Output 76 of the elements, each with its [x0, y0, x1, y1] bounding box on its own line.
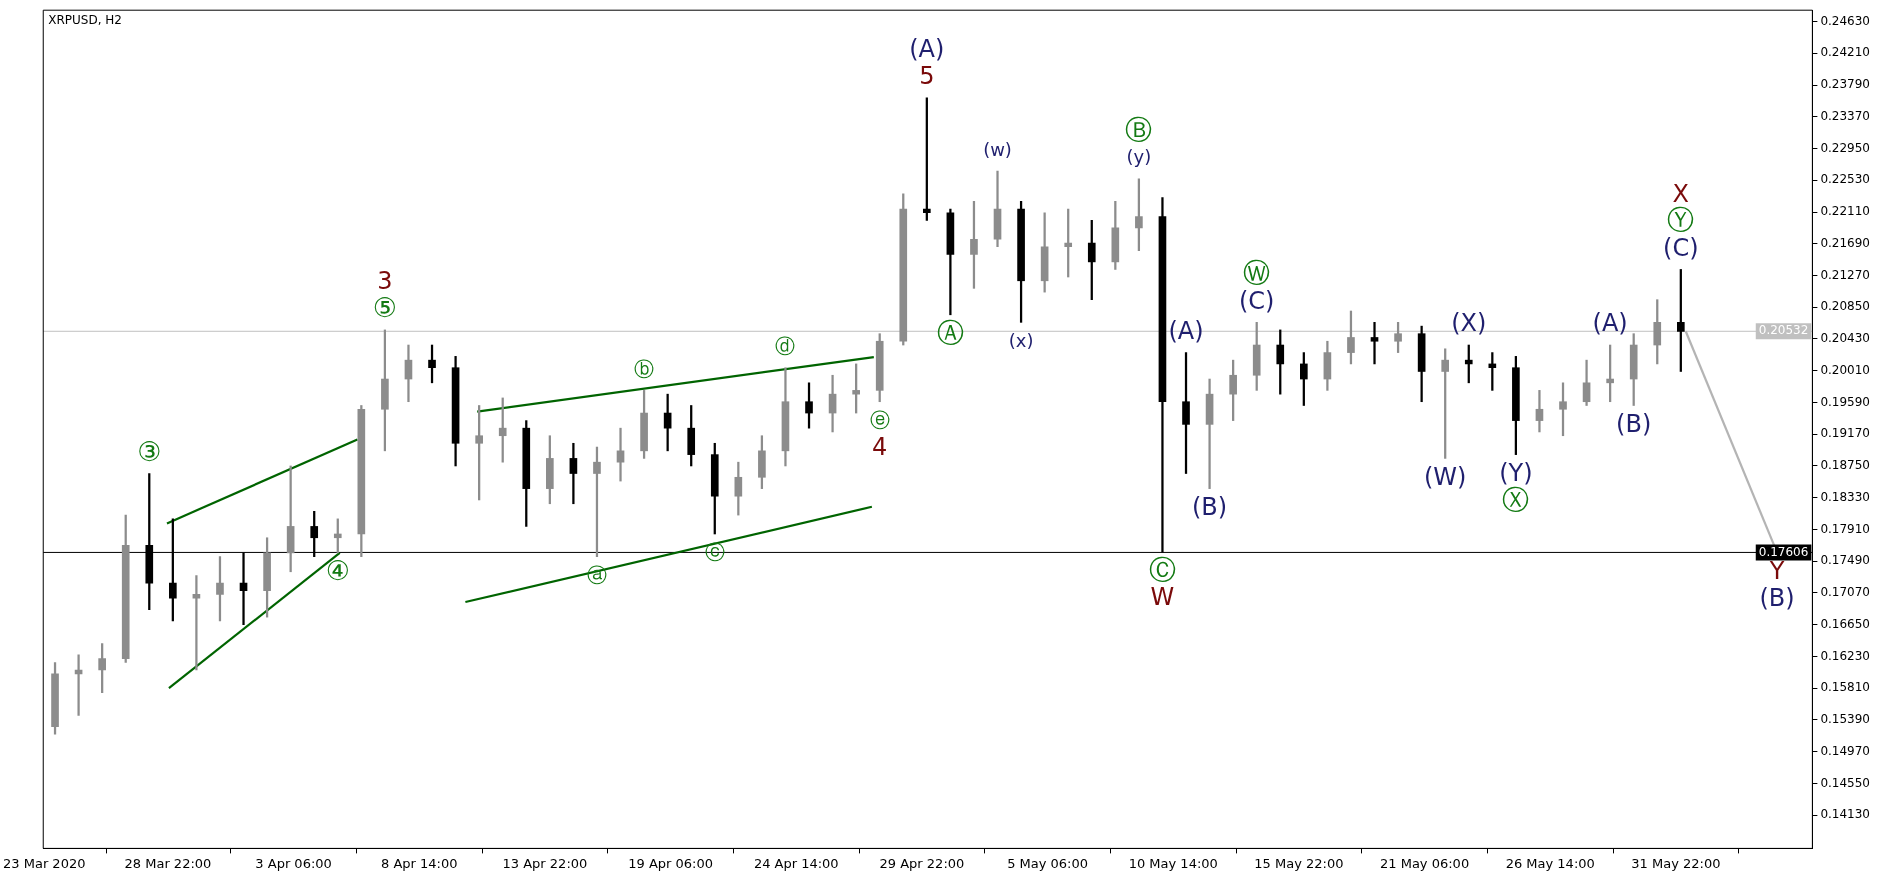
y-tick-label: 0.16650 [1820, 616, 1870, 631]
annotation: 4 [872, 432, 888, 461]
x-tick-label: 23 Mar 2020 [3, 855, 86, 871]
y-tick-label: 0.24630 [1820, 13, 1870, 28]
y-tick-label: 0.20430 [1820, 331, 1870, 346]
x-tick-label: 31 May 22:00 [1631, 855, 1721, 871]
x-tick-label: 21 May 06:00 [1380, 855, 1470, 871]
y-tick-label: 0.15810 [1820, 680, 1870, 695]
annotation: ⓔ [869, 407, 890, 432]
x-tick-label: 3 Apr 06:00 [255, 855, 332, 871]
y-tick-label: 0.23790 [1820, 77, 1870, 92]
annotation: ⓑ [634, 356, 655, 381]
annotation: Ⓒ [1148, 554, 1176, 586]
y-tick-label: 0.14970 [1820, 743, 1870, 758]
x-tick-label: 15 May 22:00 [1254, 855, 1344, 871]
ref-line-label: 0.17606 [1758, 544, 1809, 559]
x-tick-label: 8 Apr 14:00 [381, 855, 458, 871]
x-tick-label: 10 May 14:00 [1128, 855, 1218, 871]
annotation: Ⓑ [1125, 113, 1153, 145]
annotation: (x) [1008, 330, 1034, 352]
candlestick [569, 442, 578, 505]
annotation: ③ [137, 435, 162, 467]
y-tick-label: 0.17070 [1820, 585, 1870, 600]
x-tick-label: 26 May 14:00 [1505, 855, 1595, 871]
annotation: Ⓐ [936, 316, 964, 348]
candlestick [1535, 390, 1544, 433]
candlestick [192, 575, 201, 671]
annotation: (A) [909, 35, 945, 64]
annotation: 5 [919, 62, 935, 91]
y-tick-label: 0.19170 [1820, 426, 1870, 441]
annotation: W [1150, 583, 1175, 612]
annotation: (A) [1592, 309, 1628, 338]
annotation: (A) [1168, 316, 1204, 345]
y-tick-label: 0.18750 [1820, 458, 1870, 473]
candlestick [1370, 322, 1379, 365]
candlestick [616, 427, 625, 482]
candlestick [1205, 378, 1214, 489]
annotation: Ⓦ [1243, 257, 1271, 289]
annotation: (X) [1451, 309, 1487, 338]
annotation: (B) [1616, 409, 1652, 438]
chart-title: XRPUSD, H2 [48, 13, 122, 28]
y-tick-label: 0.14130 [1820, 807, 1870, 822]
y-tick-label: 0.24210 [1820, 45, 1870, 60]
x-tick-label: 29 Apr 22:00 [879, 855, 965, 871]
annotation: (C) [1663, 233, 1699, 262]
x-tick-label: 19 Apr 06:00 [628, 855, 713, 871]
annotation: (W) [1423, 462, 1467, 491]
x-tick-label: 13 Apr 22:00 [502, 855, 588, 871]
y-tick-label: 0.22530 [1820, 172, 1870, 187]
y-tick-label: 0.16230 [1820, 648, 1870, 663]
y-tick-label: 0.22950 [1820, 140, 1870, 155]
annotation: Y [1768, 556, 1785, 585]
x-tick-label: 24 Apr 14:00 [753, 855, 839, 871]
annotation: (y) [1126, 146, 1152, 168]
y-tick-label: 0.17910 [1820, 521, 1870, 536]
y-tick-label: 0.17490 [1820, 553, 1870, 568]
x-tick-label: 28 Mar 22:00 [124, 855, 212, 871]
y-tick-label: 0.19590 [1820, 394, 1870, 409]
annotation: Ⓨ [1667, 204, 1695, 236]
y-tick-label: 0.22110 [1820, 204, 1870, 219]
annotation: (B) [1191, 492, 1228, 521]
y-tick-label: 0.15390 [1820, 712, 1870, 727]
y-tick-label: 0.14550 [1820, 775, 1870, 790]
y-tick-label: 0.21690 [1820, 235, 1870, 250]
x-tick-label: 5 May 06:00 [1007, 855, 1089, 871]
y-tick-label: 0.20850 [1820, 299, 1870, 314]
annotation: ⓓ [775, 333, 796, 358]
annotation: (w) [983, 138, 1012, 160]
y-tick-label: 0.21270 [1820, 267, 1870, 282]
ref-line-label: 0.20532 [1758, 323, 1809, 338]
y-tick-label: 0.20010 [1820, 362, 1870, 377]
y-tick-label: 0.18330 [1820, 489, 1870, 504]
annotation: (C) [1238, 286, 1275, 315]
annotation: (B) [1759, 583, 1795, 612]
y-tick-label: 0.23370 [1820, 108, 1870, 123]
annotation: ④ [325, 554, 350, 586]
